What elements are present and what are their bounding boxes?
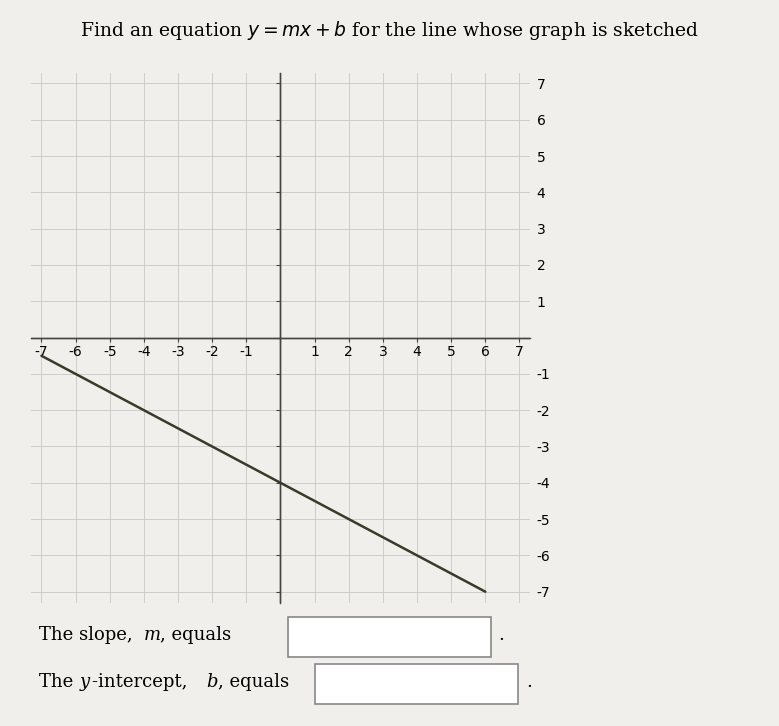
Text: .: .	[499, 627, 505, 644]
Text: b: b	[206, 674, 218, 691]
Text: The: The	[39, 674, 79, 691]
Text: , equals: , equals	[218, 674, 289, 691]
Text: y: y	[79, 674, 90, 691]
Text: .: .	[526, 674, 532, 691]
Text: The slope,: The slope,	[39, 627, 139, 644]
Text: m: m	[144, 627, 161, 644]
Text: , equals: , equals	[160, 627, 231, 644]
Text: -intercept,: -intercept,	[92, 674, 193, 691]
Text: Find an equation $y = mx + b$ for the line whose graph is sketched: Find an equation $y = mx + b$ for the li…	[80, 19, 699, 42]
